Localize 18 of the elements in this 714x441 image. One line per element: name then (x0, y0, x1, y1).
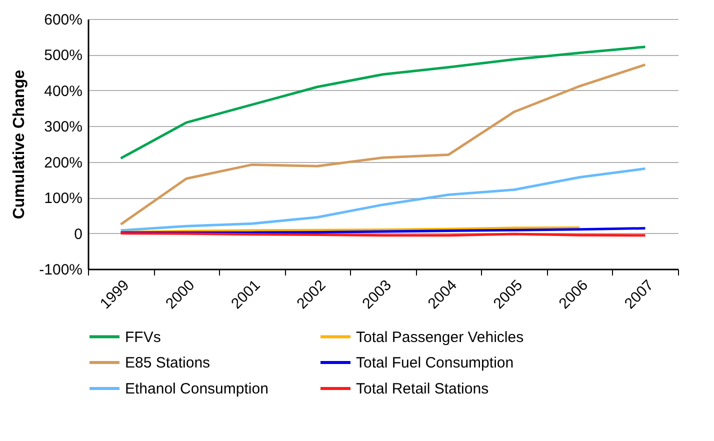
legend-label: Total Fuel Consumption (356, 354, 514, 372)
line-series (120, 63, 646, 226)
y-axis-title: Cumulative Change (11, 70, 28, 220)
legend-label: Total Passenger Vehicles (356, 328, 524, 346)
y-tick-label: 400% (44, 82, 82, 100)
y-tick-label: 100% (44, 190, 82, 208)
legend-label: E85 Stations (125, 354, 210, 372)
legend-label: Ethanol Consumption (125, 380, 268, 398)
line-series (120, 167, 646, 232)
y-tick-label: -100% (39, 262, 82, 278)
y-tick-label: 0 (74, 226, 82, 243)
line-series (120, 46, 646, 160)
legend-label: Total Retail Stations (356, 380, 489, 398)
y-tick-label: 200% (44, 154, 82, 172)
y-tick-label: 300% (44, 118, 82, 136)
y-tick-label: 500% (44, 47, 82, 64)
legend-label: FFVs (125, 328, 161, 346)
y-tick-label: 600% (44, 12, 82, 28)
